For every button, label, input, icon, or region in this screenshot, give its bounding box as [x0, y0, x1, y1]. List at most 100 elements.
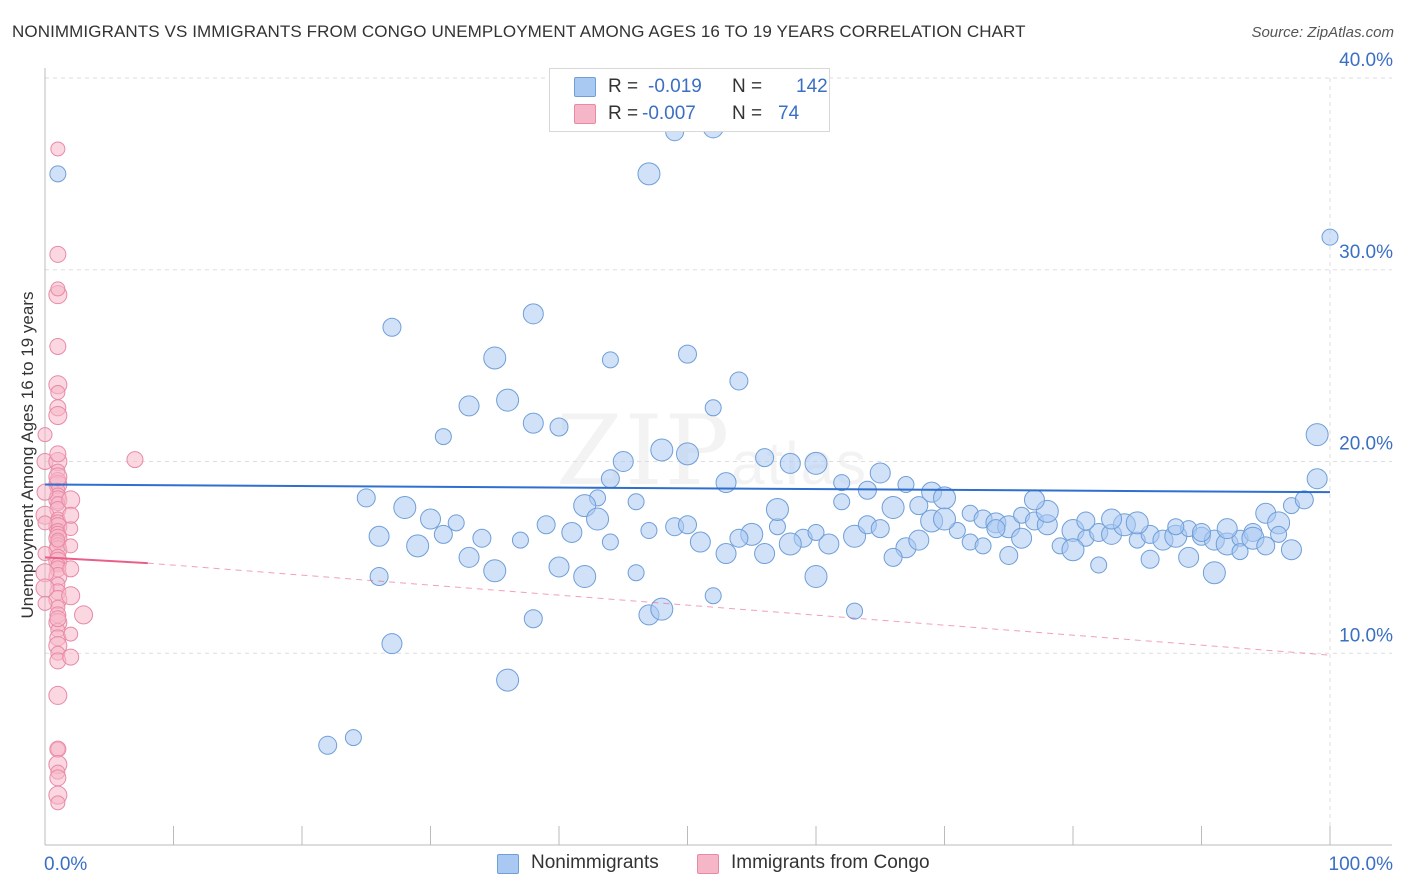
- data-point-nonimmigrants: [1270, 525, 1288, 543]
- data-point-nonimmigrants: [433, 524, 453, 544]
- data-point-nonimmigrants: [650, 597, 674, 621]
- data-point-congo: [35, 578, 55, 598]
- data-point-congo: [49, 740, 67, 758]
- data-point-congo: [62, 560, 80, 578]
- data-point-congo: [48, 467, 68, 487]
- trend-line-congo: [44, 556, 148, 565]
- x-tick-label: 100.0%: [1329, 854, 1394, 875]
- data-point-nonimmigrants: [382, 317, 402, 337]
- data-point-nonimmigrants: [548, 556, 570, 578]
- legend-label-nonimmigrants: Nonimmigrants: [531, 852, 659, 873]
- data-point-nonimmigrants: [420, 508, 441, 530]
- data-point-nonimmigrants: [483, 559, 507, 583]
- data-point-congo: [50, 141, 66, 157]
- data-point-nonimmigrants: [768, 518, 786, 536]
- legend-n-value: 142: [796, 76, 828, 97]
- data-point-nonimmigrants: [523, 609, 543, 629]
- data-point-nonimmigrants: [754, 543, 776, 565]
- data-point-nonimmigrants: [729, 528, 749, 548]
- data-point-nonimmigrants: [612, 451, 634, 472]
- data-point-congo: [37, 427, 53, 443]
- data-point-nonimmigrants: [678, 344, 697, 364]
- data-point-congo: [74, 605, 94, 625]
- data-point-nonimmigrants: [496, 668, 520, 692]
- data-point-nonimmigrants: [511, 531, 529, 549]
- data-point-nonimmigrants: [1101, 508, 1123, 530]
- data-point-nonimmigrants: [536, 515, 556, 535]
- data-point-nonimmigrants: [586, 507, 610, 531]
- data-point-nonimmigrants: [807, 523, 825, 541]
- data-point-nonimmigrants: [881, 496, 905, 520]
- data-point-nonimmigrants: [561, 521, 583, 543]
- data-point-congo: [50, 384, 66, 400]
- data-point-nonimmigrants: [908, 529, 930, 551]
- data-point-nonimmigrants: [818, 533, 840, 555]
- data-point-nonimmigrants: [689, 531, 711, 553]
- data-point-nonimmigrants: [933, 507, 956, 531]
- data-point-nonimmigrants: [1294, 490, 1314, 510]
- data-point-nonimmigrants: [344, 729, 362, 747]
- data-point-nonimmigrants: [833, 493, 851, 511]
- legend-swatch-blue: [497, 854, 519, 874]
- data-point-nonimmigrants: [1125, 511, 1149, 535]
- data-point-congo: [49, 445, 67, 463]
- data-point-nonimmigrants: [393, 496, 417, 520]
- data-point-congo: [49, 769, 67, 787]
- data-point-nonimmigrants: [1256, 536, 1276, 556]
- data-point-nonimmigrants: [627, 493, 645, 511]
- data-point-congo: [50, 532, 66, 548]
- data-point-congo: [61, 586, 81, 606]
- data-point-nonimmigrants: [678, 515, 697, 535]
- data-point-nonimmigrants: [986, 519, 1006, 539]
- data-point-nonimmigrants: [369, 567, 389, 587]
- data-point-congo: [63, 538, 79, 554]
- data-point-nonimmigrants: [522, 412, 544, 434]
- data-point-nonimmigrants: [1305, 423, 1329, 447]
- data-point-nonimmigrants: [1061, 538, 1085, 562]
- data-point-nonimmigrants: [1178, 546, 1200, 568]
- data-point-nonimmigrants: [601, 351, 619, 369]
- data-point-congo: [50, 281, 66, 297]
- data-point-congo: [48, 405, 68, 425]
- data-point-nonimmigrants: [869, 462, 891, 484]
- data-point-nonimmigrants: [870, 519, 890, 539]
- data-point-congo: [63, 521, 79, 537]
- data-point-nonimmigrants: [472, 528, 492, 548]
- data-point-nonimmigrants: [434, 428, 452, 446]
- data-point-nonimmigrants: [1280, 539, 1302, 561]
- data-point-nonimmigrants: [833, 474, 851, 492]
- data-point-congo: [50, 795, 66, 811]
- data-point-nonimmigrants: [897, 476, 915, 494]
- data-point-nonimmigrants: [640, 522, 658, 540]
- data-point-nonimmigrants: [637, 162, 661, 186]
- data-point-nonimmigrants: [368, 525, 390, 547]
- data-point-nonimmigrants: [318, 735, 338, 755]
- data-point-nonimmigrants: [883, 547, 903, 567]
- data-point-congo: [37, 595, 53, 611]
- data-point-nonimmigrants: [715, 543, 737, 565]
- y-tick-label: 30.0%: [1339, 242, 1393, 263]
- data-point-nonimmigrants: [627, 564, 645, 582]
- data-point-nonimmigrants: [704, 587, 722, 605]
- data-point-nonimmigrants: [1076, 511, 1096, 531]
- legend-swatch-pink: [574, 104, 596, 124]
- legend-swatch-pink: [697, 854, 719, 874]
- data-point-nonimmigrants: [522, 303, 544, 325]
- data-point-nonimmigrants: [999, 545, 1019, 565]
- legend-r-label: R =: [608, 76, 639, 97]
- y-tick-label: 10.0%: [1339, 625, 1393, 646]
- data-point-nonimmigrants: [650, 438, 674, 462]
- data-point-nonimmigrants: [778, 532, 802, 556]
- data-point-nonimmigrants: [704, 399, 722, 417]
- legend-n-value: 74: [778, 103, 800, 124]
- data-point-nonimmigrants: [1023, 489, 1045, 511]
- data-point-congo: [36, 483, 54, 501]
- data-point-nonimmigrants: [1321, 228, 1339, 246]
- data-point-nonimmigrants: [948, 522, 966, 540]
- data-point-congo: [49, 245, 67, 263]
- data-point-nonimmigrants: [909, 496, 929, 516]
- legend-r-value: -0.019: [648, 76, 702, 97]
- data-point-nonimmigrants: [676, 442, 699, 466]
- data-point-nonimmigrants: [755, 448, 775, 468]
